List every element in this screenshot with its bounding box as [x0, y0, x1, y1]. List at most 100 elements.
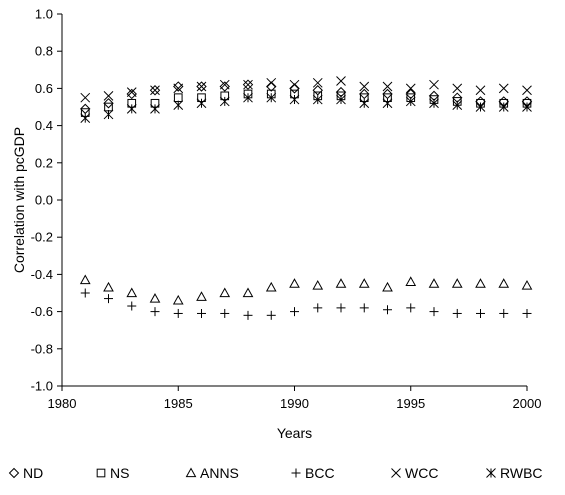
plot-area: 1.0 0.8 0.6 0.4 0.2 0.0 -0.2 -0.4 -0.6 -0.8 -1.0 1…	[31, 7, 542, 412]
data-point-nd	[382, 88, 393, 100]
data-point-wcc	[382, 81, 393, 92]
data-point-bcc	[290, 307, 299, 317]
data-point-anns	[149, 293, 161, 303]
data-point-rwbc	[405, 96, 416, 107]
x-tick-label: 2000	[513, 396, 542, 411]
data-point-nd	[103, 98, 114, 109]
data-point-anns	[289, 278, 300, 288]
legend-marker-x	[391, 468, 401, 478]
data-point-rwbc	[266, 92, 277, 103]
series-rwbc	[80, 92, 532, 124]
data-point-wcc	[150, 85, 160, 96]
x-tick-label: 1985	[164, 396, 193, 411]
data-point-anns	[382, 281, 393, 292]
data-point-bcc	[336, 303, 346, 313]
data-point-anns	[126, 287, 138, 298]
data-point-bcc	[220, 308, 230, 318]
data-point-rwbc	[382, 98, 393, 109]
data-point-anns	[196, 291, 207, 301]
data-point-nd	[173, 81, 184, 92]
data-point-bcc	[406, 303, 416, 313]
data-point-rwbc	[219, 96, 230, 107]
y-axis-title: Correlation with pcGDP	[11, 127, 27, 273]
data-point-anns	[79, 274, 91, 285]
data-point-rwbc	[312, 94, 323, 105]
data-point-nd	[219, 81, 230, 92]
data-point-ns	[104, 102, 113, 112]
data-point-rwbc	[80, 113, 91, 124]
data-point-anns	[312, 280, 324, 290]
data-point-rwbc	[452, 100, 463, 110]
data-point-wcc	[243, 79, 253, 90]
y-tick-label: 0.6	[35, 81, 53, 96]
data-point-wcc	[289, 79, 300, 90]
data-point-nd	[196, 81, 207, 92]
data-point-anns	[242, 287, 254, 298]
data-point-wcc	[103, 90, 114, 101]
legend-item-bcc: BCC	[291, 465, 335, 481]
legend-item-wcc: WCC	[391, 465, 438, 481]
legend: ND NS ANNS BCC WCC RWBC	[8, 465, 543, 481]
data-point-nd	[242, 79, 254, 90]
data-point-wcc	[498, 83, 509, 94]
series-nd	[80, 79, 533, 115]
legend-marker-plus	[291, 468, 301, 478]
y-tick-label: 0.0	[35, 193, 53, 208]
data-point-anns	[172, 294, 184, 305]
data-point-anns	[335, 278, 347, 288]
legend-item-nd: ND	[8, 465, 43, 481]
data-point-bcc	[476, 308, 485, 318]
data-point-rwbc	[336, 94, 346, 105]
data-point-rwbc	[103, 109, 114, 120]
data-point-bcc	[383, 305, 392, 315]
data-point-anns	[475, 278, 486, 288]
data-point-nd	[149, 85, 161, 96]
data-point-bcc	[359, 303, 369, 313]
legend-marker-asterisk	[486, 468, 496, 478]
data-point-rwbc	[429, 98, 439, 109]
y-tick-label: 0.8	[35, 44, 53, 59]
y-tick-label: -0.8	[31, 341, 53, 356]
data-point-wcc	[336, 76, 346, 86]
data-point-wcc	[522, 85, 532, 96]
data-point-rwbc	[522, 102, 532, 112]
y-tick-label: -0.6	[31, 304, 53, 319]
data-point-bcc	[452, 308, 462, 318]
y-tick-label: 1.0	[35, 7, 53, 22]
data-point-bcc	[104, 294, 113, 304]
legend-label: ND	[23, 465, 43, 481]
data-point-anns	[358, 278, 370, 288]
data-point-wcc	[196, 81, 207, 92]
series-ns	[80, 89, 532, 117]
data-markers	[79, 76, 533, 320]
x-tick-label: 1995	[396, 396, 425, 411]
data-point-bcc	[313, 303, 323, 313]
data-point-anns	[428, 278, 440, 288]
x-axis-ticks: 1980 1985 1990 1995 2000	[48, 386, 542, 411]
y-tick-label: -1.0	[31, 379, 53, 394]
data-point-bcc	[243, 310, 253, 320]
data-point-anns	[405, 276, 417, 286]
data-point-ns	[173, 93, 183, 103]
data-point-wcc	[312, 77, 323, 88]
x-tick-label: 1990	[280, 396, 309, 411]
data-point-rwbc	[498, 102, 509, 112]
series-anns	[79, 274, 533, 305]
legend-marker-diamond	[8, 467, 20, 479]
data-point-wcc	[173, 83, 184, 94]
data-point-bcc	[266, 310, 276, 320]
legend-item-ns: NS	[96, 465, 129, 481]
data-point-anns	[219, 287, 231, 298]
data-point-nd	[289, 83, 300, 94]
legend-item-anns: ANNS	[185, 465, 239, 481]
data-point-wcc	[429, 79, 439, 90]
data-point-anns	[103, 281, 114, 292]
data-point-bcc	[80, 288, 90, 298]
data-point-rwbc	[359, 98, 370, 109]
y-tick-label: 0.4	[35, 118, 53, 133]
data-point-bcc	[522, 308, 532, 318]
data-point-rwbc	[196, 98, 207, 109]
data-point-nd	[126, 88, 137, 100]
data-point-bcc	[429, 307, 439, 317]
